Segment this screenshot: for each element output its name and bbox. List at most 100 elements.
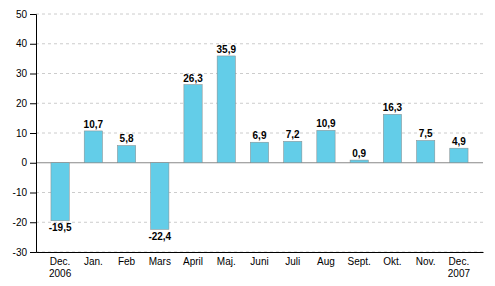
x-tick: Juli: [285, 256, 300, 267]
x-tick-label: Maj.: [217, 256, 236, 267]
x-tick: Mars: [149, 256, 171, 267]
x-tick: Okt.: [383, 256, 401, 267]
bar: [450, 148, 468, 163]
data-label: 5,8: [120, 133, 134, 144]
x-tick-label-line: April: [183, 256, 203, 267]
y-tick: 50: [16, 9, 36, 20]
y-axis: -30 -20 -10 0 10 20 30 40 50: [13, 9, 37, 258]
y-tick-mark: [30, 163, 36, 164]
y-tick-label: 30: [16, 68, 28, 79]
data-label: -19,5: [49, 222, 72, 233]
x-tick: April: [183, 256, 203, 267]
grid-line: [36, 14, 483, 15]
y-tick-label: 0: [21, 157, 27, 168]
x-tick-label: Sept.: [348, 256, 371, 267]
y-tick: 20: [16, 98, 36, 109]
x-tick-label-line: Juli: [285, 256, 300, 267]
x-tick-label-line: Feb: [118, 256, 136, 267]
bar: [51, 163, 69, 221]
x-tick-label: Feb: [118, 256, 136, 267]
y-tick-mark: [30, 252, 36, 253]
y-tick-label: 10: [16, 128, 28, 139]
plot: -30-20-1001020304050Dec.2006Jan.FebMarsA…: [13, 9, 484, 279]
y-tick-label: -20: [13, 217, 28, 228]
y-tick-label: 40: [16, 38, 28, 49]
y-tick-mark: [30, 222, 36, 223]
data-label: 0,9: [352, 148, 366, 159]
x-tick-label: Mars: [149, 256, 171, 267]
x-axis: Dec.2006Jan.FebMarsAprilMaj.JuniJuliAugS…: [37, 253, 484, 279]
bars: [51, 56, 468, 229]
bar: [117, 145, 135, 162]
data-label: 35,9: [217, 44, 237, 55]
y-tick-label: -30: [13, 247, 28, 258]
bar: [317, 130, 335, 162]
x-tick: Jan.: [84, 256, 103, 267]
y-tick-mark: [30, 74, 36, 75]
y-tick: 40: [16, 38, 36, 49]
bar: [151, 163, 169, 230]
x-tick-label-line: 2007: [448, 268, 471, 279]
x-tick: Sept.: [348, 256, 371, 267]
x-tick: Aug: [317, 256, 335, 267]
bar: [217, 56, 235, 163]
x-tick-label: Juni: [250, 256, 268, 267]
x-tick-label: Dec.2007: [448, 256, 471, 279]
y-tick-mark: [30, 14, 36, 15]
x-tick-label: April: [183, 256, 203, 267]
y-tick-label: -10: [13, 187, 28, 198]
y-tick-label: 20: [16, 98, 28, 109]
grid-line: [36, 222, 483, 223]
x-tick-label-line: Juni: [250, 256, 268, 267]
x-tick-label: Dec.2006: [49, 256, 72, 279]
data-label: 10,9: [316, 118, 336, 129]
x-tick-label-line: Sept.: [348, 256, 371, 267]
y-tick: 30: [16, 68, 36, 79]
x-tick-label-line: Dec.: [50, 256, 71, 267]
grid-line: [36, 192, 483, 193]
grid-line: [36, 103, 483, 104]
bar: [383, 114, 401, 162]
data-label: 4,9: [452, 136, 466, 147]
data-label: 16,3: [383, 102, 403, 113]
bar: [250, 142, 268, 163]
x-tick-label: Nov.: [416, 256, 436, 267]
x-tick: Maj.: [217, 256, 236, 267]
y-axis-line: [30, 15, 37, 253]
x-tick-label-line: 2006: [49, 268, 72, 279]
x-tick: Nov.: [416, 256, 436, 267]
x-tick-label-line: Jan.: [84, 256, 103, 267]
data-label: 6,9: [253, 130, 267, 141]
y-tick-mark: [30, 103, 36, 104]
data-label: -22,4: [148, 231, 171, 242]
y-tick-mark: [30, 133, 36, 134]
data-label: 26,3: [183, 73, 203, 84]
x-tick-label-line: Nov.: [416, 256, 436, 267]
x-tick-label: Aug: [317, 256, 335, 267]
x-tick: Dec.2006: [49, 256, 72, 279]
y-tick: -30: [13, 247, 36, 258]
bar: [84, 131, 102, 163]
x-tick-label-line: Dec.: [449, 256, 470, 267]
x-tick-label: Juli: [285, 256, 300, 267]
y-tick-mark: [30, 193, 36, 194]
bar: [184, 85, 202, 163]
x-tick-label-line: Mars: [149, 256, 171, 267]
bar: [417, 140, 435, 162]
x-tick-label: Jan.: [84, 256, 103, 267]
x-tick-label: Okt.: [383, 256, 401, 267]
x-tick: Dec.2007: [448, 256, 471, 279]
x-tick: Juni: [250, 256, 268, 267]
x-tick-label-line: Aug: [317, 256, 335, 267]
bar: [284, 141, 302, 162]
data-label: 10,7: [84, 119, 104, 130]
data-label: 7,2: [286, 129, 300, 140]
x-tick-label-line: Okt.: [383, 256, 401, 267]
data-label: 7,5: [419, 128, 433, 139]
grid-line: [36, 73, 483, 74]
data-labels: -19,5 10,7 5,8 -22,4 26,3 35,9 6,9 7,2 10,9 0,9 16…: [49, 44, 467, 242]
y-tick: -10: [13, 187, 36, 198]
x-tick: Feb: [118, 256, 136, 267]
x-axis-line: [37, 252, 484, 253]
y-tick-mark: [30, 44, 36, 45]
